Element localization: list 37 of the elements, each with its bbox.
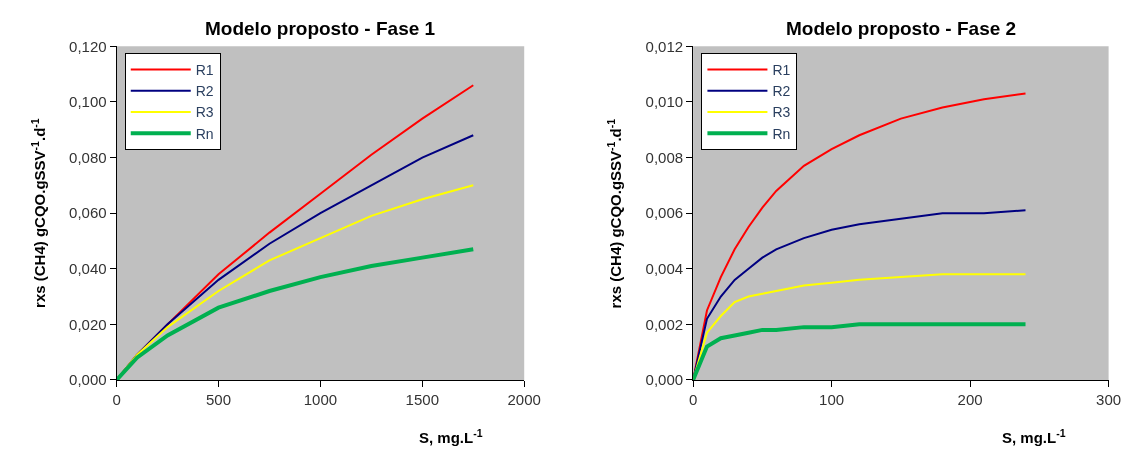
- x-tick-label: 300: [1096, 390, 1122, 408]
- legend-label: R3: [772, 104, 791, 121]
- x-tick-label: 2000: [507, 390, 541, 408]
- y-tick-label: 0,008: [645, 148, 684, 166]
- y-tick-label: 0,120: [69, 37, 107, 55]
- y-tick-label: 0,060: [69, 204, 107, 222]
- x-tick-label: 1500: [405, 390, 439, 408]
- x-tick-label: 0: [688, 390, 698, 408]
- legend-label: R1: [195, 62, 214, 79]
- legend-label: Rn: [772, 125, 791, 142]
- y-tick-label: 0,100: [69, 93, 107, 111]
- x-tick-label: 500: [205, 390, 232, 408]
- y-tick-label: 0,006: [645, 204, 684, 222]
- line-series: [116, 247, 476, 380]
- legend-label: Rn: [195, 125, 214, 142]
- y-tick-label: 0,080: [69, 148, 107, 166]
- x-axis-title: S, mg.L$^{-1}$: [1002, 427, 1066, 447]
- legend-label: R2: [772, 83, 791, 100]
- y-tick-label: 0,000: [69, 371, 107, 389]
- y-tick-label: 0,002: [645, 315, 684, 333]
- y-tick-label: 0,040: [69, 259, 107, 277]
- x-tick-label: 200: [957, 390, 983, 408]
- legend-label: R1: [772, 62, 791, 79]
- chart-title: Modelo proposto - Fase 2: [786, 18, 1017, 39]
- y-tick-label: 0,020: [69, 315, 107, 333]
- y-tick-label: 0,010: [645, 93, 684, 111]
- legend-label: R2: [195, 83, 214, 100]
- x-tick-label: 100: [819, 390, 845, 408]
- chart-title: Modelo proposto - Fase 1: [205, 18, 436, 39]
- line-series: [693, 322, 1028, 380]
- x-axis-title: S, mg.L$^{-1}$: [419, 427, 483, 447]
- x-tick-label: 1000: [303, 390, 338, 408]
- legend-label: R3: [195, 104, 214, 121]
- y-tick-label: 0,012: [645, 37, 684, 55]
- y-tick-label: 0,004: [645, 259, 684, 277]
- y-tick-label: 0,000: [645, 371, 684, 389]
- x-tick-label: 0: [112, 390, 121, 408]
